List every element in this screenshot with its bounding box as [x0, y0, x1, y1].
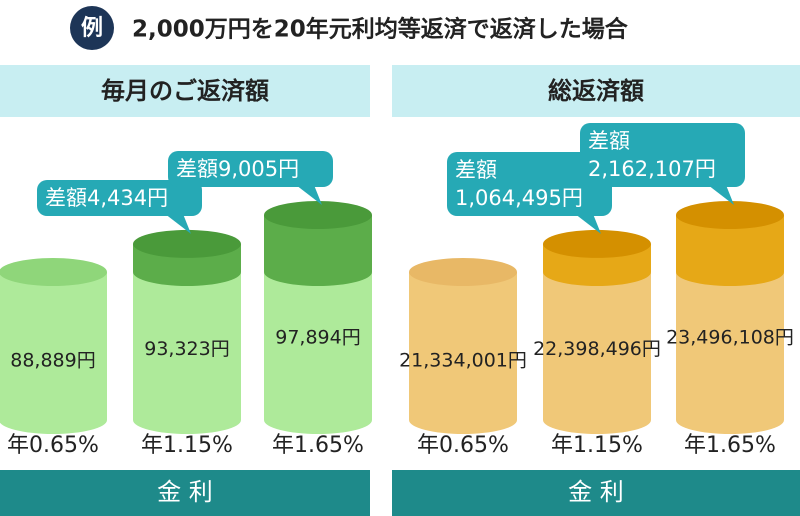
category-label: 年0.65% [417, 433, 509, 458]
badge-circle [70, 6, 114, 50]
cylinder-top [133, 229, 241, 258]
cylinder-top [543, 229, 651, 258]
category-label: 年0.65% [7, 433, 99, 458]
value-label: 23,496,108円 [666, 327, 794, 349]
cylinder-top [264, 201, 372, 229]
footer-bg [0, 470, 370, 516]
header-bg [392, 65, 800, 117]
cylinder-bottom [264, 406, 372, 434]
cylinder-bottom [676, 406, 784, 434]
difference-callout: 差額9,005円 [168, 151, 333, 187]
callout-tail [296, 185, 322, 205]
cylinder-top [676, 201, 784, 229]
value-label: 22,398,496円 [533, 338, 661, 360]
value-label: 97,894円 [275, 327, 360, 349]
cylinder-body [0, 272, 107, 420]
category-label: 年1.15% [141, 433, 233, 458]
category-label: 年1.65% [272, 433, 364, 458]
x-axis-label: 金 利 [568, 478, 624, 506]
cylinder-bottom [409, 406, 517, 434]
cylinder-bottom [0, 406, 107, 434]
callout-tail [165, 213, 191, 234]
value-label: 21,334,001円 [399, 349, 527, 371]
value-label: 93,323円 [144, 338, 229, 360]
title: 2,000万円を20年元利均等返済で返済した場合 [132, 16, 629, 43]
category-label: 年1.15% [551, 433, 643, 458]
category-label: 年1.65% [684, 433, 776, 458]
cylinder-bottom [133, 406, 241, 434]
footer-bg [392, 470, 800, 516]
cylinder-bottom [543, 406, 651, 434]
cylinder-body [409, 272, 517, 420]
cylinder-top [409, 258, 517, 286]
difference-callout: 差額 2,162,107円 [580, 123, 745, 187]
callout-tail [708, 185, 734, 205]
value-label: 88,889円 [10, 349, 95, 371]
x-axis-label: 金 利 [157, 478, 213, 506]
callout-tail [575, 213, 601, 234]
header-bg [0, 65, 370, 117]
badge: 例 [81, 16, 103, 41]
panel-title: 総返済額 [548, 77, 644, 105]
cylinder-top [0, 258, 107, 286]
panel-title: 毎月のご返済額 [101, 77, 269, 105]
